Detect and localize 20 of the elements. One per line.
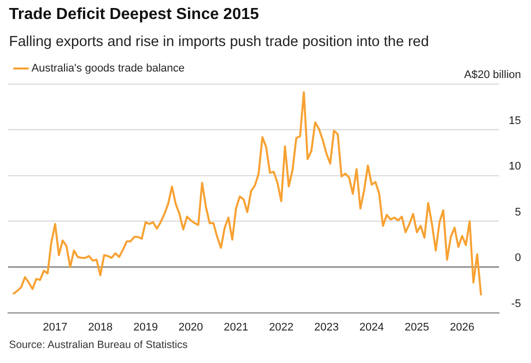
x-tick-label: 2024: [359, 321, 384, 334]
y-tick-label: 15: [508, 114, 521, 127]
x-tick-label: 2017: [42, 321, 68, 334]
chart-title: Trade Deficit Deepest Since 2015: [9, 6, 259, 24]
y-tick-label: 0: [514, 252, 521, 264]
chart-subtitle: Falling exports and rise in imports push trade position into the red: [9, 34, 429, 50]
x-tick-label: 2022: [268, 321, 294, 334]
source-note: Source: Australian Bureau of Statistics: [9, 339, 188, 351]
y-tick-label: 10: [508, 160, 521, 173]
x-tick-label: 2020: [178, 321, 204, 334]
x-tick-label: 2026: [450, 321, 474, 334]
x-tick-label: 2021: [224, 321, 248, 334]
y-tick-label: 5: [514, 206, 521, 218]
legend-label: Australia's goods trade balance: [32, 62, 185, 75]
x-tick-label: 2018: [88, 321, 113, 334]
x-tick-label: 2019: [133, 321, 158, 334]
y-tick-label: A$20 billion: [464, 69, 521, 82]
x-tick-label: 2025: [404, 321, 430, 334]
x-tick-label: 2023: [314, 321, 339, 334]
y-tick-label: -5: [511, 298, 521, 310]
